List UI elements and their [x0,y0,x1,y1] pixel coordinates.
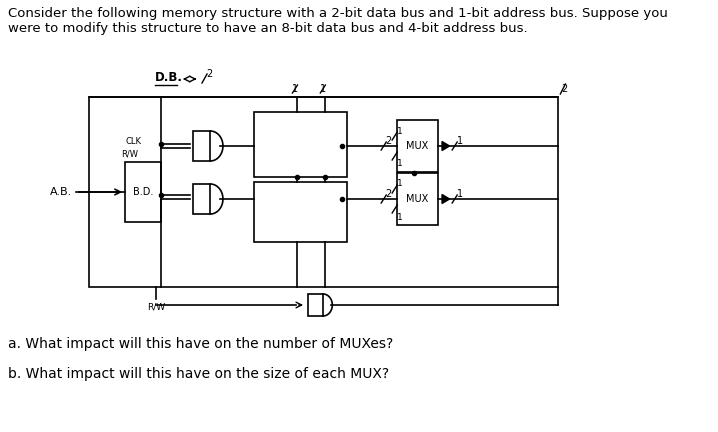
Text: b. What impact will this have on the size of each MUX?: b. What impact will this have on the siz… [9,367,390,381]
Text: MUX: MUX [406,141,429,151]
Bar [397,120,438,172]
Text: CLK: CLK [125,137,141,146]
Text: 2: 2 [561,84,568,94]
Bar [125,162,161,222]
Text: 2: 2 [386,189,392,199]
Bar [307,294,323,316]
Text: MUX: MUX [406,194,429,204]
Text: 1: 1 [320,84,326,94]
Text: A.B.: A.B. [50,187,72,197]
Polygon shape [442,194,449,203]
Text: were to modify this structure to have an 8-bit data bus and 4-bit address bus.: were to modify this structure to have an… [9,22,528,35]
Text: a. What impact will this have on the number of MUXes?: a. What impact will this have on the num… [9,337,393,351]
Text: 1: 1 [457,189,463,199]
Text: D.B.: D.B. [154,71,182,84]
Bar [192,131,210,161]
Text: Consider the following memory structure with a 2-bit data bus and 1-bit address : Consider the following memory structure … [9,7,668,20]
Text: 1: 1 [292,84,298,94]
Text: R/W: R/W [121,149,138,159]
Bar [253,112,347,177]
Text: B.D.: B.D. [133,187,153,197]
Text: 2: 2 [207,69,213,79]
Polygon shape [442,142,449,150]
Text: 1: 1 [457,136,463,146]
Bar [192,184,210,214]
Bar [397,173,438,225]
Text: 2: 2 [386,136,392,146]
Text: R/W: R/W [147,302,165,311]
Text: 1: 1 [397,159,403,168]
Text: 1: 1 [397,180,403,188]
Text: 1: 1 [397,213,403,222]
Bar [253,182,347,242]
Bar [89,97,558,287]
Text: 1: 1 [397,127,403,136]
